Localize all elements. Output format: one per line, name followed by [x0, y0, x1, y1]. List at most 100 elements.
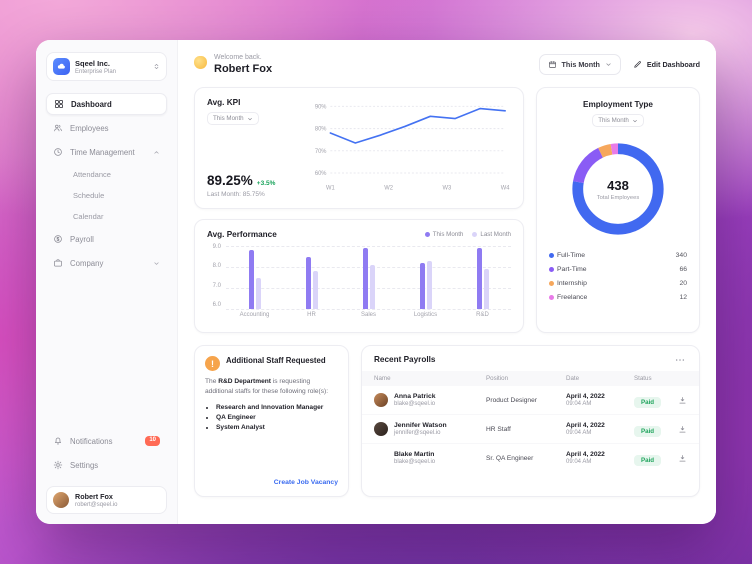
sidebar-item-dashboard[interactable]: Dashboard: [46, 93, 167, 115]
sidebar-item-label: Dashboard: [71, 99, 112, 109]
employee-cell: Jennifer Watson jennifer@sqeel.io: [374, 422, 486, 436]
clock-icon: [54, 148, 62, 156]
bottom-row: ! Additional Staff Requested The R&D Dep…: [194, 345, 700, 497]
download-icon[interactable]: [678, 425, 687, 434]
employee-avatar: [374, 451, 388, 465]
kpi-value: 89.25%: [207, 173, 253, 188]
sidebar: Sqeel Inc. Enterprise Plan Dashboard Emp…: [36, 40, 178, 524]
download-icon[interactable]: [678, 396, 687, 405]
chevron-updown-icon: [153, 62, 160, 71]
legend-dot: [549, 281, 554, 286]
sidebar-item-label: Time Management: [70, 147, 135, 157]
download-icon[interactable]: [678, 454, 687, 463]
total-employees-value: 438: [607, 177, 629, 193]
sidebar-subitem-label: Attendance: [73, 170, 111, 179]
sidebar-subitem-schedule[interactable]: Schedule: [46, 186, 167, 205]
legend-dot: [424, 232, 430, 237]
donut-center: 438 Total Employees: [565, 136, 671, 242]
right-column: Employment Type This Month 438 Total Emp…: [536, 87, 700, 333]
kpi-title: Avg. KPI: [207, 98, 241, 107]
wave-emoji: [194, 56, 207, 69]
sidebar-subitem-attendance[interactable]: Attendance: [46, 165, 167, 184]
sidebar-subitem-label: Schedule: [73, 191, 105, 200]
svg-text:90%: 90%: [315, 104, 327, 110]
employee-position: Product Designer: [486, 396, 537, 404]
legend-this-month: This Month: [424, 231, 463, 238]
welcome-block: Welcome back. Robert Fox: [194, 54, 272, 75]
payrolls-title: Recent Payrolls: [374, 355, 436, 364]
performance-y-axis: 9.0 8.0 7.0 6.0: [212, 244, 221, 308]
svg-text:W4: W4: [501, 186, 510, 192]
grid-icon: [55, 100, 63, 108]
role-item: Research and Innovation Manager: [216, 404, 338, 411]
more-options-icon[interactable]: [673, 356, 687, 364]
employment-legend: Full-Time 340 Part-Time 66 Internship: [549, 252, 687, 301]
sidebar-nav: Dashboard Employees Time Management Atte…: [46, 93, 167, 274]
avg-performance-card: Avg. Performance This Month Last Month: [194, 219, 524, 333]
user-email: robert@sqeel.io: [75, 502, 118, 508]
payrolls-table-header: Name Position Date Status: [362, 371, 699, 386]
period-label: This Month: [561, 60, 600, 69]
legend-dot: [549, 253, 554, 258]
recent-payrolls-card: Recent Payrolls Name Position Date Statu…: [361, 345, 700, 497]
sidebar-item-label: Settings: [70, 460, 99, 470]
legend-label: Last Month: [480, 231, 511, 238]
sidebar-item-time-management[interactable]: Time Management: [46, 141, 167, 163]
chevron-up-icon: [153, 149, 160, 156]
employee-position: HR Staff: [486, 425, 511, 433]
gear-icon: [53, 460, 63, 470]
briefcase-icon: [54, 259, 62, 267]
period-select-button[interactable]: This Month: [538, 54, 621, 75]
svg-text:60%: 60%: [315, 171, 327, 177]
role-item: System Analyst: [216, 424, 338, 431]
employment-type-card: Employment Type This Month 438 Total Emp…: [536, 87, 700, 333]
legend-dot: [549, 295, 554, 300]
legend-row-part-time: Part-Time 66: [549, 266, 687, 273]
sidebar-item-settings[interactable]: Settings: [46, 454, 167, 476]
sidebar-subitem-calendar[interactable]: Calendar: [46, 207, 167, 226]
payroll-time: 09:04 AM: [566, 459, 592, 465]
legend-label: Freelance: [557, 294, 588, 301]
sidebar-item-notifications[interactable]: Notifications 10: [46, 430, 167, 452]
column-status: Status: [634, 375, 652, 382]
svg-text:70%: 70%: [315, 149, 327, 155]
sidebar-user-card[interactable]: Robert Fox robert@sqeel.io: [46, 486, 167, 514]
payroll-time: 09:04 AM: [566, 401, 592, 407]
payroll-date: April 4, 2022: [566, 422, 605, 429]
workspace-text: Sqeel Inc. Enterprise Plan: [75, 59, 116, 75]
employment-period-filter[interactable]: This Month: [592, 114, 644, 127]
payroll-date-cell: April 4, 2022 09:04 AM: [566, 422, 634, 436]
sidebar-item-label: Employees: [70, 123, 109, 133]
kpi-last-month: Last Month: 85.75%: [207, 191, 265, 198]
svg-text:W1: W1: [326, 186, 335, 192]
employment-period-label: This Month: [598, 117, 629, 124]
notifications-badge: 10: [145, 435, 160, 447]
edit-dashboard-button[interactable]: Edit Dashboard: [633, 60, 700, 69]
sidebar-item-company[interactable]: Company: [46, 252, 167, 274]
role-item: QA Engineer: [216, 414, 338, 421]
legend-value: 66: [679, 266, 687, 273]
column-name: Name: [374, 375, 391, 382]
staff-request-text: The R&D Department is requesting additio…: [205, 378, 329, 395]
workspace-plan: Enterprise Plan: [75, 68, 117, 75]
payroll-date-cell: April 4, 2022 09:04 AM: [566, 451, 634, 465]
users-icon: [54, 124, 62, 132]
left-column: Avg. KPI This Month 89.25% +3.5% Last Mo…: [194, 87, 524, 333]
create-job-vacancy-link[interactable]: Create Job Vacancy: [273, 479, 338, 486]
user-name: Robert Fox: [75, 492, 113, 501]
legend-row-full-time: Full-Time 340: [549, 252, 687, 259]
company-logo-icon: [53, 58, 70, 75]
kpi-delta: +3.5%: [256, 180, 276, 187]
payroll-date-cell: April 4, 2022 09:04 AM: [566, 393, 634, 407]
legend-label: Full-Time: [557, 252, 586, 259]
payroll-row: Blake Martin blake@sqeel.io Sr. QA Engin…: [362, 443, 699, 472]
sidebar-item-payroll[interactable]: Payroll: [46, 228, 167, 250]
column-date: Date: [566, 375, 580, 382]
kpi-period-filter[interactable]: This Month: [207, 112, 259, 125]
total-employees-label: Total Employees: [596, 194, 640, 201]
workspace-switcher[interactable]: Sqeel Inc. Enterprise Plan: [46, 52, 167, 81]
employee-cell: Anna Patrick blake@sqeel.io: [374, 393, 486, 407]
status-badge: Paid: [634, 397, 662, 408]
sidebar-item-employees[interactable]: Employees: [46, 117, 167, 139]
employment-donut-chart: 438 Total Employees: [565, 136, 671, 242]
